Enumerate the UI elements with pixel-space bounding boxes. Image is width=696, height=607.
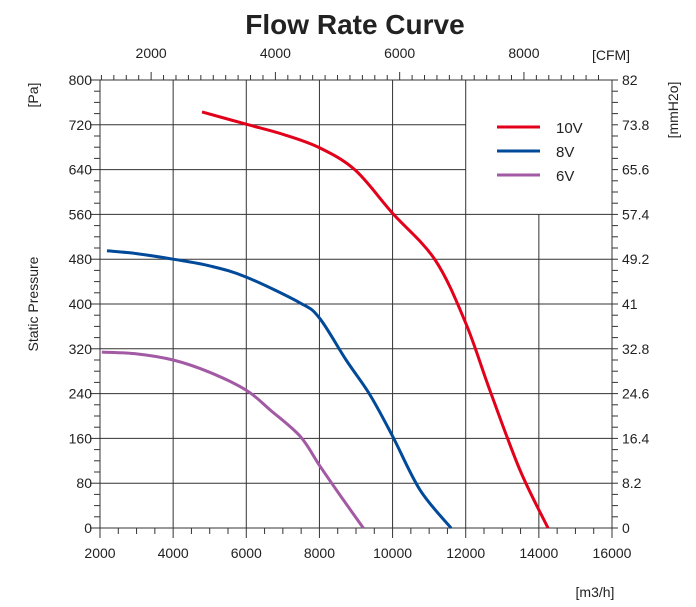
y-tick-label: 640 bbox=[69, 162, 93, 178]
x2-tick-label: 8000 bbox=[508, 45, 539, 61]
x-tick-label: 8000 bbox=[304, 545, 335, 561]
x-tick-label: 4000 bbox=[158, 545, 189, 561]
legend-label-10V: 10V bbox=[556, 120, 583, 137]
x-tick-label: 2000 bbox=[84, 545, 115, 561]
y2-tick-label: 73.8 bbox=[622, 117, 649, 133]
x-tick-label: 12000 bbox=[446, 545, 485, 561]
y2-tick-label: 65.6 bbox=[622, 162, 649, 178]
chart-title: Flow Rate Curve bbox=[245, 9, 464, 40]
series-line-10V bbox=[201, 110, 550, 529]
y-tick-label: 400 bbox=[69, 296, 93, 312]
y-tick-label: 160 bbox=[69, 430, 93, 446]
y2-tick-label: 41 bbox=[622, 296, 638, 312]
x2-tick-label: 2000 bbox=[136, 45, 167, 61]
y-axis-label: Static Pressure bbox=[25, 256, 41, 351]
y-tick-label: 480 bbox=[69, 251, 93, 267]
y-tick-label: 800 bbox=[69, 72, 93, 88]
y-tick-label: 320 bbox=[69, 341, 93, 357]
x-axis-label: [m3/h] bbox=[576, 584, 615, 600]
x2-tick-label: 6000 bbox=[384, 45, 415, 61]
x-tick-label: 6000 bbox=[231, 545, 262, 561]
y-tick-label: 240 bbox=[69, 386, 93, 402]
legend-label-8V: 8V bbox=[556, 144, 574, 161]
x-tick-label: 10000 bbox=[373, 545, 412, 561]
y2-tick-label: 8.2 bbox=[622, 475, 642, 491]
y-axis-unit: [Pa] bbox=[25, 83, 41, 108]
y2-tick-label: 82 bbox=[622, 72, 638, 88]
y-tick-label: 0 bbox=[84, 520, 92, 536]
series-line-8V bbox=[106, 249, 453, 529]
x-tick-label: 16000 bbox=[593, 545, 632, 561]
y2-tick-label: 16.4 bbox=[622, 430, 649, 446]
y2-tick-label: 32.8 bbox=[622, 341, 649, 357]
y-tick-label: 80 bbox=[76, 475, 92, 491]
x2-axis-label: [CFM] bbox=[592, 47, 630, 63]
y2-tick-label: 24.6 bbox=[622, 386, 649, 402]
x2-tick-label: 4000 bbox=[260, 45, 291, 61]
legend-label-6V: 6V bbox=[556, 168, 574, 185]
y2-axis-label: [mmH2o] bbox=[665, 82, 681, 139]
y-tick-label: 560 bbox=[69, 206, 93, 222]
series-line-6V bbox=[101, 350, 365, 529]
x-tick-label: 14000 bbox=[519, 545, 558, 561]
y2-tick-label: 49.2 bbox=[622, 251, 649, 267]
y-tick-label: 720 bbox=[69, 117, 93, 133]
y2-tick-label: 0 bbox=[622, 520, 630, 536]
y2-tick-label: 57.4 bbox=[622, 206, 649, 222]
